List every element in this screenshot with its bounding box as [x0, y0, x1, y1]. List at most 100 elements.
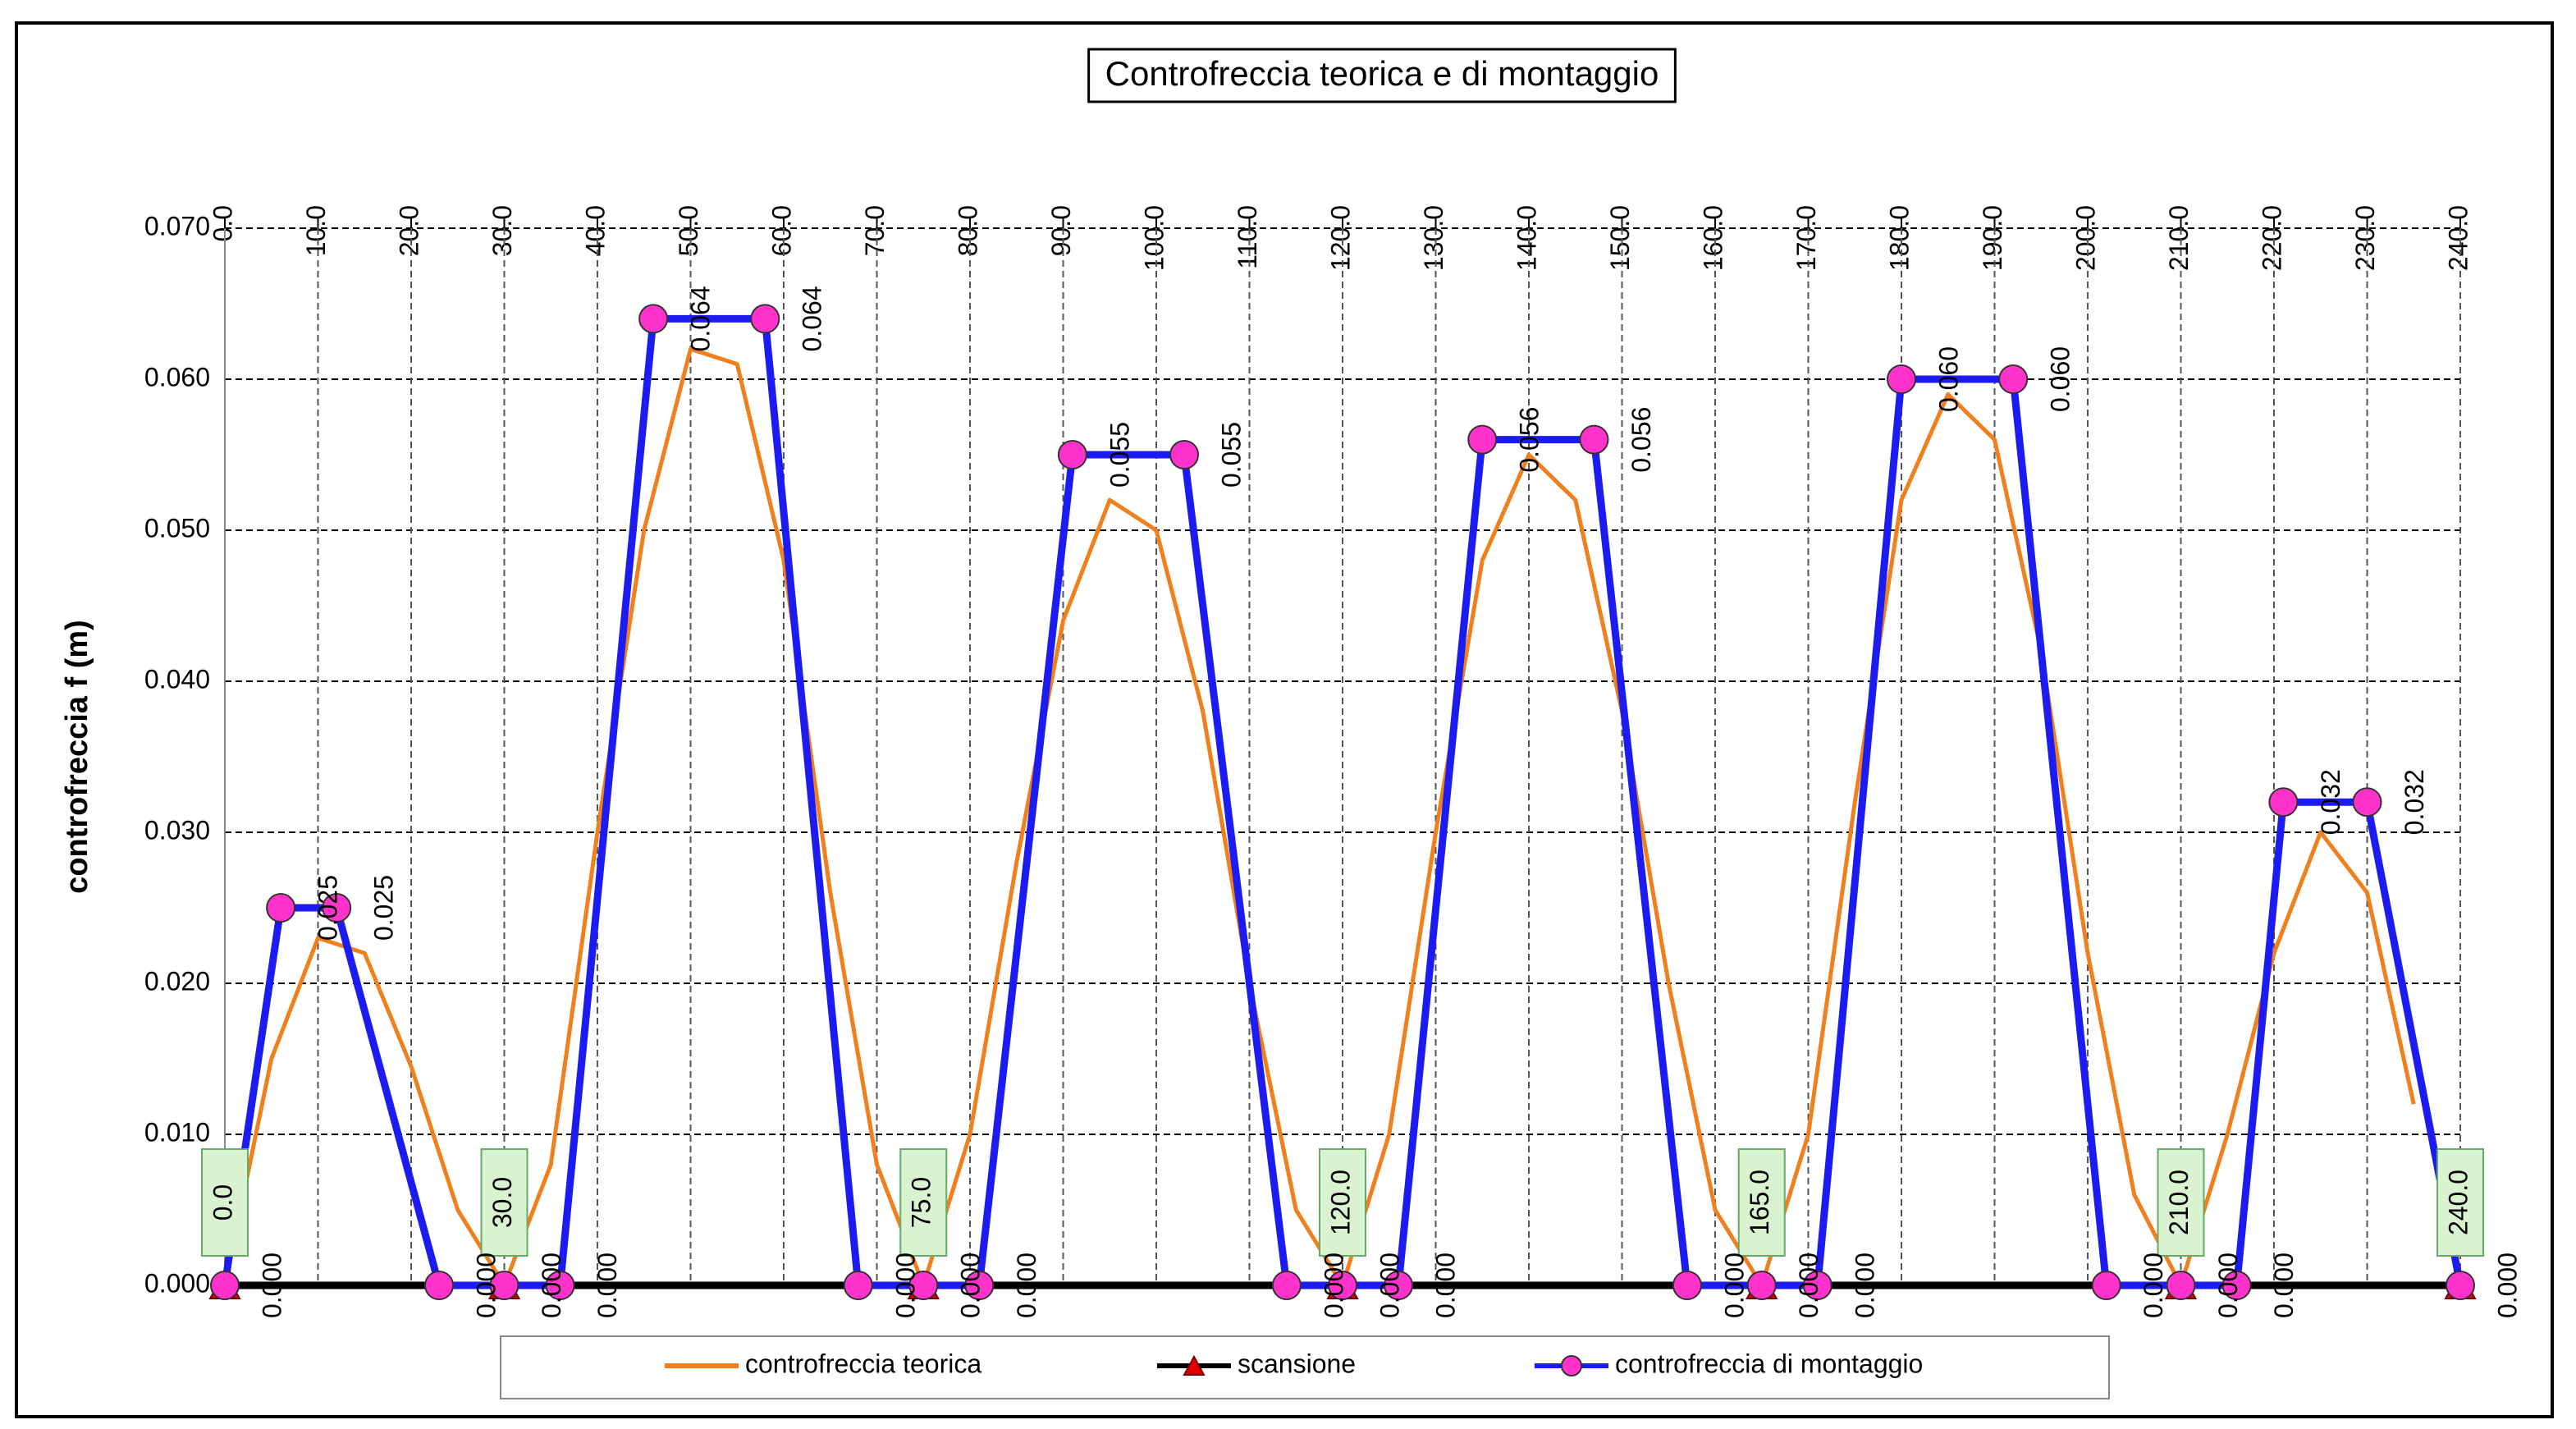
marker [1271, 1271, 1302, 1300]
data-label: 0.060 [1933, 346, 1963, 412]
marker [545, 1271, 575, 1300]
y-tick-label: 0.020 [144, 966, 210, 996]
legend-marker [1561, 1355, 1582, 1376]
data-label: 0.000 [1319, 1253, 1348, 1318]
x-tick-label: 90.0 [1046, 205, 1076, 256]
marker [638, 304, 669, 334]
y-tick-label: 0.010 [144, 1117, 210, 1147]
data-label: 0.000 [2269, 1253, 2299, 1318]
data-label: 0.025 [369, 875, 399, 941]
marker [1384, 1271, 1414, 1300]
x-tick-label: 140.0 [1512, 205, 1541, 271]
data-label: 0.055 [1217, 422, 1247, 488]
title-box [1087, 48, 1677, 103]
x-value-label-box [2157, 1148, 2205, 1257]
marker [2221, 1271, 2252, 1300]
x-tick-label: 50.0 [674, 205, 703, 256]
data-label: 0.000 [257, 1253, 286, 1318]
legend-box [500, 1335, 2110, 1399]
x-value-label-box [201, 1148, 249, 1257]
x-value-label-box [1737, 1148, 1786, 1257]
x-tick-label: 200.0 [2070, 205, 2100, 271]
marker [2091, 1271, 2121, 1300]
legend-label: scansione [1238, 1349, 1356, 1378]
data-label: 0.056 [1515, 407, 1544, 473]
x-tick-label: 80.0 [953, 205, 982, 256]
y-tick-label: 0.030 [144, 815, 210, 845]
x-tick-label: 230.0 [2350, 205, 2380, 271]
y-tick-label: 0.050 [144, 513, 210, 543]
y-tick-label: 0.070 [144, 211, 210, 240]
x-tick-label: 0.0 [208, 205, 237, 241]
x-tick-label: 180.0 [1884, 205, 1914, 271]
data-label: 0.025 [313, 875, 343, 941]
x-value-label-box [2436, 1148, 2484, 1257]
marker [210, 1271, 240, 1300]
series-line [222, 346, 2416, 1288]
marker [1579, 424, 1609, 455]
data-label: 0.032 [2316, 769, 2345, 835]
marker [750, 304, 780, 334]
data-label: 0.060 [2046, 346, 2075, 412]
x-value-label-box [480, 1148, 528, 1257]
marker [1802, 1271, 1832, 1300]
data-label: 0.000 [1794, 1253, 1823, 1318]
x-tick-label: 60.0 [766, 205, 796, 256]
x-tick-label: 10.0 [301, 205, 331, 256]
x-value-label: 30.0 [487, 1177, 517, 1228]
data-label: 0.000 [2139, 1253, 2168, 1318]
data-label: 0.000 [472, 1253, 501, 1318]
marker [1672, 1271, 1702, 1300]
x-value-label: 0.0 [208, 1184, 237, 1221]
x-tick-label: 130.0 [1419, 205, 1448, 271]
marker [1057, 440, 1087, 469]
data-label: 0.000 [1850, 1253, 1879, 1318]
x-value-label: 240.0 [2443, 1170, 2473, 1235]
marker [964, 1271, 995, 1300]
marker [843, 1271, 873, 1300]
data-label: 0.000 [2213, 1253, 2243, 1318]
x-value-label: 120.0 [1325, 1170, 1355, 1235]
data-label: 0.064 [798, 286, 827, 351]
data-label: 0.000 [890, 1253, 920, 1318]
x-tick-label: 30.0 [487, 205, 517, 256]
legend-label: controfreccia teorica [745, 1349, 981, 1378]
y-tick-label: 0.000 [144, 1268, 210, 1298]
data-label: 0.056 [1627, 407, 1656, 473]
x-tick-label: 120.0 [1325, 205, 1355, 271]
data-label: 0.000 [1375, 1253, 1404, 1318]
marker [2268, 787, 2299, 818]
data-label: 0.000 [1719, 1253, 1749, 1318]
marker [908, 1271, 939, 1300]
marker [266, 893, 296, 923]
legend-label: controfreccia di montaggio [1615, 1349, 1923, 1378]
marker [2166, 1271, 2196, 1300]
x-value-label-box [1319, 1148, 1366, 1257]
y-tick-label: 0.040 [144, 664, 210, 694]
x-tick-label: 40.0 [580, 205, 610, 256]
marker [1887, 364, 1916, 394]
marker [1998, 364, 2029, 394]
x-tick-label: 210.0 [2164, 205, 2194, 271]
x-tick-label: 110.0 [1233, 205, 1262, 269]
marker [1169, 440, 1200, 469]
y-axis-label: controfreccia f (m) [60, 620, 94, 894]
x-tick-label: 160.0 [1698, 205, 1727, 271]
data-label: 0.000 [956, 1253, 986, 1318]
marker [1467, 424, 1498, 455]
data-label: 0.000 [537, 1253, 566, 1318]
chart-border [15, 21, 2554, 1418]
data-label: 0.000 [593, 1253, 622, 1318]
marker [2446, 1271, 2475, 1300]
marker [424, 1271, 455, 1300]
marker [1328, 1271, 1357, 1300]
marker [2352, 787, 2382, 818]
x-tick-label: 240.0 [2443, 205, 2473, 271]
marker [1746, 1271, 1777, 1300]
x-tick-label: 100.0 [1139, 205, 1169, 271]
x-value-label: 165.0 [1745, 1170, 1774, 1235]
data-label: 0.000 [2492, 1253, 2522, 1318]
chart-title: Controfreccia teorica e di montaggio [1105, 54, 1659, 93]
x-value-label-box [899, 1148, 948, 1257]
